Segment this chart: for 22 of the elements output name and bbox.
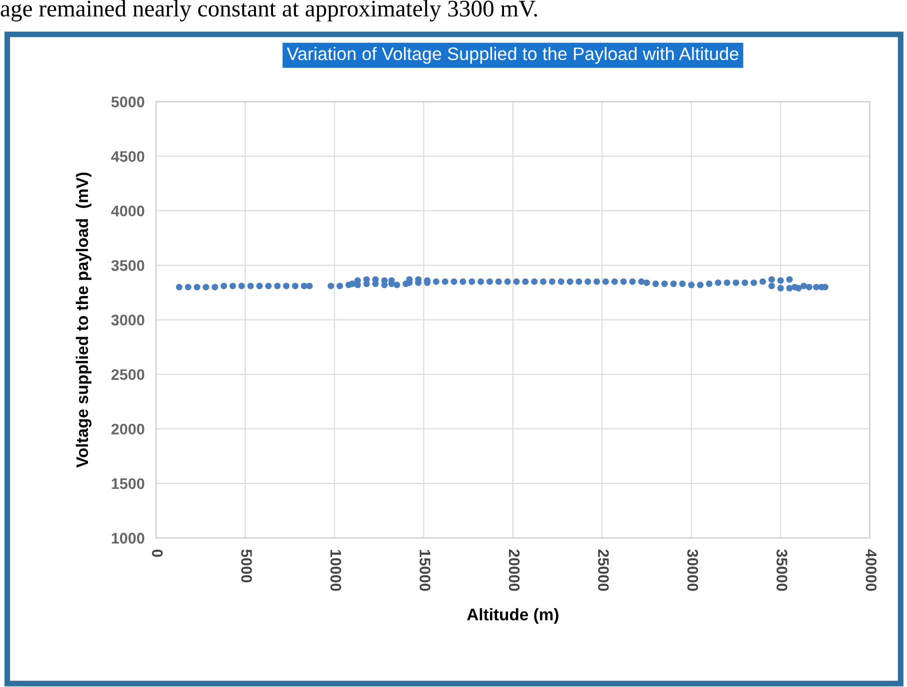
y-tick-label: 1500: [112, 478, 144, 490]
y-tick-label: 3000: [111, 314, 144, 326]
y-tick-label: 5000: [111, 96, 144, 108]
y-tick-label: 2500: [111, 369, 144, 380]
y-tick-label: 4000: [111, 206, 144, 216]
x-axis-title: Altitude (m): [467, 608, 558, 624]
text: age remained nearly constant at approximately 3300 mV.: [0, 0, 537, 22]
x-tick-label: 30000: [687, 549, 698, 591]
y-axis-title: Voltage supplied to the payload (mV): [76, 172, 92, 468]
chart-title: Variation of Voltage Supplied to the Payload with Altitude: [286, 46, 738, 64]
x-tick-label: 20000: [508, 550, 520, 591]
x-tick-label: 25000: [598, 550, 609, 591]
y-tick-label: 2000: [111, 424, 144, 435]
y-tick-label: 3500: [111, 260, 144, 271]
x-tick-label: 0: [152, 550, 163, 557]
x-tick-label: 40000: [866, 549, 877, 591]
y-tick-label: 1000: [112, 532, 144, 544]
x-tick-label: 10000: [330, 550, 342, 591]
x-tick-label: 35000: [776, 549, 788, 591]
x-tick-label: 5000: [241, 550, 252, 582]
x-tick-label: 15000: [420, 550, 430, 591]
y-tick-label: 4500: [111, 151, 144, 162]
